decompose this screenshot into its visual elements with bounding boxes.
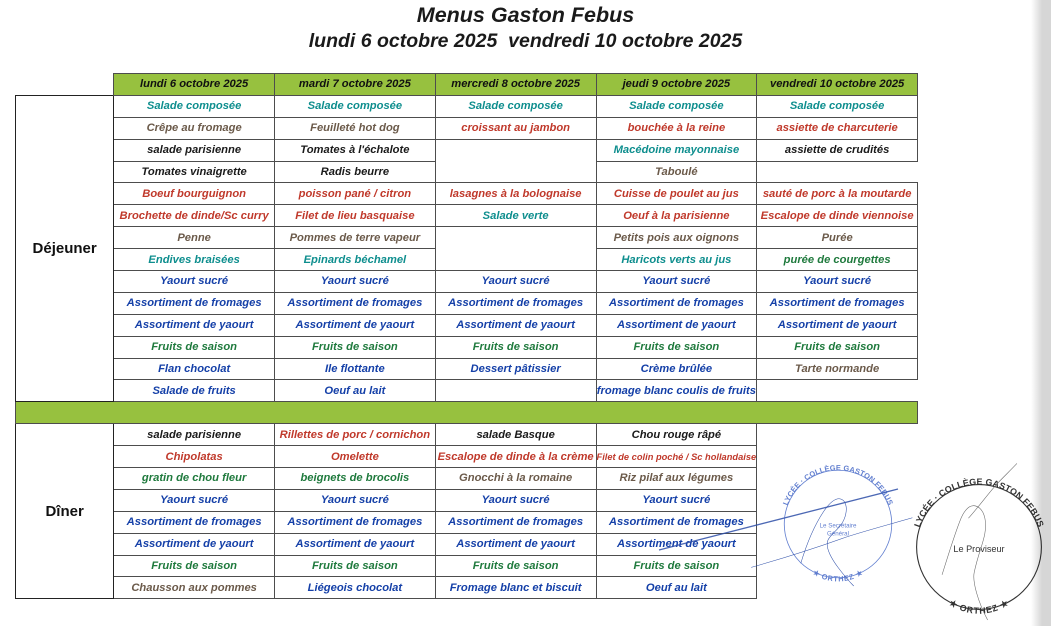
svg-text:★ ORTHEZ ★: ★ ORTHEZ ★ (810, 567, 864, 583)
svg-text:LYCÉE · COLLÈGE GASTON FEBUS: LYCÉE · COLLÈGE GASTON FEBUS (781, 463, 895, 506)
svg-text:★ ORTHEZ ★: ★ ORTHEZ ★ (948, 597, 1011, 616)
svg-text:Le Proviseur: Le Proviseur (953, 544, 1004, 554)
svg-text:LYCÉE · COLLÈGE GASTON FEBUS: LYCÉE · COLLÈGE GASTON FEBUS (912, 477, 1046, 529)
